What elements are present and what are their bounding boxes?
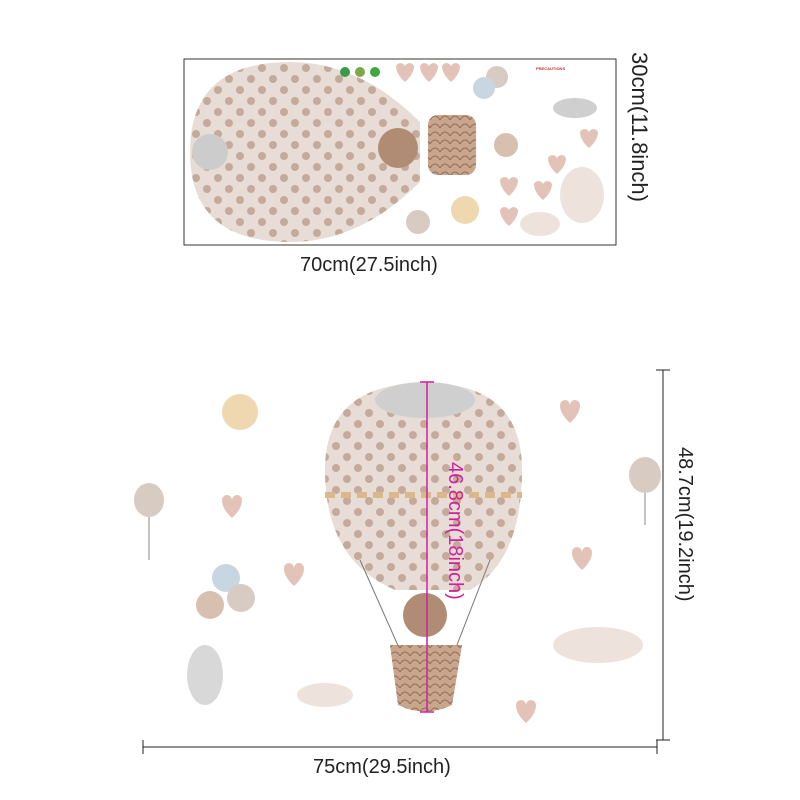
width-measure [142,740,658,754]
bunny [187,645,223,705]
sun [222,394,258,430]
balloon-height-measure [420,381,434,713]
cloud [297,683,353,707]
balloon-height-label: 46.8cm(18inch) [444,462,466,600]
balloon-small [134,483,164,517]
top-width-label: 70cm(27.5inch) [300,254,438,276]
top-hearts [396,63,598,226]
bottom-width-label: 75cm(29.5inch) [313,756,451,778]
top-bear-basket [378,115,476,175]
bottom-height-label: 48.7cm(19.2inch) [674,447,696,602]
bottom-bear-basket [390,593,462,712]
bottom-balloon [325,382,522,651]
balloon-small [629,457,661,493]
bottom-hearts [222,400,592,723]
cloud [553,627,643,663]
height-measure [656,369,670,741]
top-height-label: 30cm(11.8inch) [627,52,652,202]
precautions-heading: PRECAUTIONS [536,66,566,71]
top-badges [340,67,380,77]
top-balloon [190,62,420,242]
